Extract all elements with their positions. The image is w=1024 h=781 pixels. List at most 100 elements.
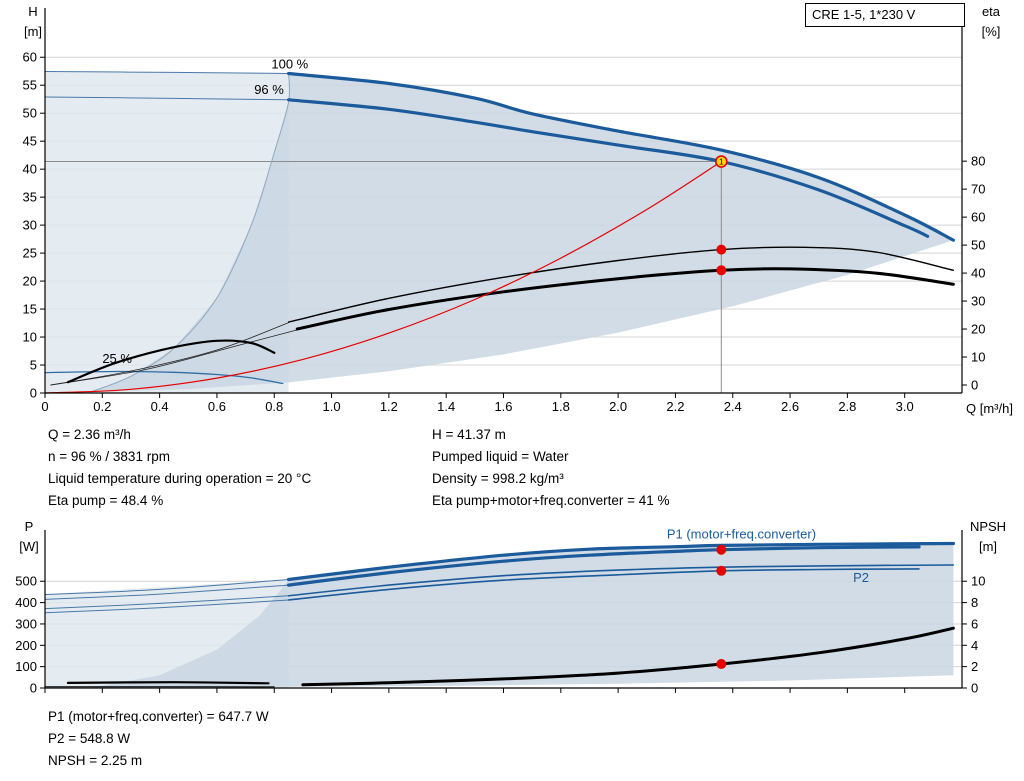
svg-text:2.2: 2.2 <box>666 399 684 414</box>
svg-text:0.6: 0.6 <box>208 399 226 414</box>
svg-text:200: 200 <box>15 638 37 653</box>
curve-96-lead <box>44 96 290 101</box>
result-speed: n = 96 % / 3831 rpm <box>48 449 170 464</box>
p-axis-symbol: P <box>24 519 34 534</box>
svg-text:0.2: 0.2 <box>93 399 111 414</box>
svg-text:5: 5 <box>30 358 37 373</box>
duty-results-left: Q = 2.36 m³/h n = 96 % / 3831 rpm Liquid… <box>48 424 311 512</box>
svg-text:4: 4 <box>971 638 978 653</box>
p2-96-lead <box>44 599 290 614</box>
npsh-duty-dot <box>716 659 727 669</box>
svg-text:0: 0 <box>971 681 978 696</box>
svg-text:1.6: 1.6 <box>494 399 512 414</box>
svg-text:10: 10 <box>971 574 985 589</box>
svg-text:40: 40 <box>23 162 37 177</box>
result-eta-total: Eta pump+motor+freq.converter = 41 % <box>432 493 670 508</box>
p2-curve-96 <box>287 568 920 601</box>
power-npsh-chart[interactable]: 0 100 200 300 400 500 0 2 4 6 8 10 P1 (motor+freq.co… <box>0 515 1024 705</box>
p2-duty-dot <box>716 565 727 576</box>
svg-text:70: 70 <box>971 182 985 197</box>
result-p2: P2 = 548.8 W <box>48 731 131 746</box>
p1-duty-dot <box>716 544 727 555</box>
svg-text:100 %: 100 % <box>271 56 308 71</box>
result-npsh: NPSH = 2.25 m <box>48 753 143 768</box>
result-liquid-temp: Liquid temperature during operation = 20… <box>48 471 312 486</box>
curve-100-lead <box>44 71 290 74</box>
svg-text:300: 300 <box>15 616 37 631</box>
pump-curve-96 <box>287 98 930 238</box>
svg-text:2.0: 2.0 <box>609 399 627 414</box>
q-axis-label: Q [m³/h] <box>966 401 1013 416</box>
hq-eta-chart[interactable]: 0510152025303540455055600102030405060708… <box>0 0 1024 420</box>
eta-axis-symbol: eta <box>981 4 1001 19</box>
svg-text:1.0: 1.0 <box>323 399 341 414</box>
p-curve-25 <box>66 681 270 685</box>
p1-curve-96 <box>287 545 921 587</box>
svg-text:1: 1 <box>719 157 724 167</box>
svg-text:60: 60 <box>23 50 37 65</box>
svg-text:3.0: 3.0 <box>896 399 914 414</box>
p1-96-lead <box>44 584 290 600</box>
p2-100-lead <box>44 595 290 610</box>
svg-text:10: 10 <box>23 330 37 345</box>
svg-text:80: 80 <box>971 154 985 169</box>
svg-text:6: 6 <box>971 616 978 631</box>
svg-text:40: 40 <box>971 266 985 281</box>
svg-text:1.2: 1.2 <box>380 399 398 414</box>
svg-text:50: 50 <box>971 238 985 253</box>
svg-text:0.4: 0.4 <box>151 399 169 414</box>
svg-text:0: 0 <box>30 386 37 401</box>
eta-total-duty-dot <box>716 265 727 276</box>
svg-text:25: 25 <box>23 246 37 261</box>
svg-text:25 %: 25 % <box>102 351 132 366</box>
p-axis-unit: [W] <box>19 539 39 554</box>
svg-text:55: 55 <box>23 78 37 93</box>
pump-curve-100 <box>287 71 955 242</box>
npsh-curve <box>301 626 955 687</box>
system-curve <box>44 160 722 394</box>
result-pumped-liquid: Pumped liquid = Water <box>432 449 569 464</box>
svg-text:50: 50 <box>23 106 37 121</box>
svg-text:10: 10 <box>971 350 985 365</box>
pump-curve-25 <box>44 370 284 385</box>
duty-results-right: H = 41.37 m Pumped liquid = Water Densit… <box>432 424 670 512</box>
svg-text:0: 0 <box>41 399 48 414</box>
svg-text:35: 35 <box>23 190 37 205</box>
svg-text:1.4: 1.4 <box>437 399 455 414</box>
operating-envelope <box>90 73 954 392</box>
result-eta-pump: Eta pump = 48.4 % <box>48 493 164 508</box>
svg-text:P2: P2 <box>853 570 869 585</box>
svg-text:0.8: 0.8 <box>265 399 283 414</box>
pump-model-badge: CRE 1-5, 1*230 V <box>805 3 965 27</box>
eta-axis-unit: [%] <box>981 24 1001 39</box>
p1-curve-100 <box>287 541 955 582</box>
result-density: Density = 998.2 kg/m³ <box>432 471 564 486</box>
eta-25 <box>66 339 276 384</box>
eta-total <box>295 267 955 331</box>
svg-text:2.8: 2.8 <box>838 399 856 414</box>
result-h: H = 41.37 m <box>432 427 506 442</box>
eta-fan-2 <box>50 329 298 386</box>
svg-text:0: 0 <box>30 681 37 696</box>
svg-text:P1 (motor+freq.converter): P1 (motor+freq.converter) <box>667 527 816 542</box>
npsh-axis-unit: [m] <box>978 539 998 554</box>
eta-axis-label: eta [%] <box>964 2 1018 42</box>
h-axis-label: H [m] <box>12 2 54 42</box>
npsh-axis-label: NPSH [m] <box>956 517 1020 557</box>
svg-text:400: 400 <box>15 595 37 610</box>
p2-curve-100 <box>287 564 955 597</box>
svg-text:20: 20 <box>23 274 37 289</box>
svg-text:20: 20 <box>971 322 985 337</box>
eta-pump <box>287 246 955 323</box>
p-axis-label: P [W] <box>8 517 50 557</box>
svg-text:500: 500 <box>15 574 37 589</box>
duty-point <box>714 155 728 168</box>
svg-text:30: 30 <box>971 294 985 309</box>
svg-text:100: 100 <box>15 659 37 674</box>
eta-fan-1 <box>50 322 289 386</box>
svg-text:60: 60 <box>971 210 985 225</box>
envelope-left-edge <box>90 73 291 393</box>
npsh-axis-symbol: NPSH <box>969 519 1007 534</box>
operating-envelope <box>90 543 954 688</box>
